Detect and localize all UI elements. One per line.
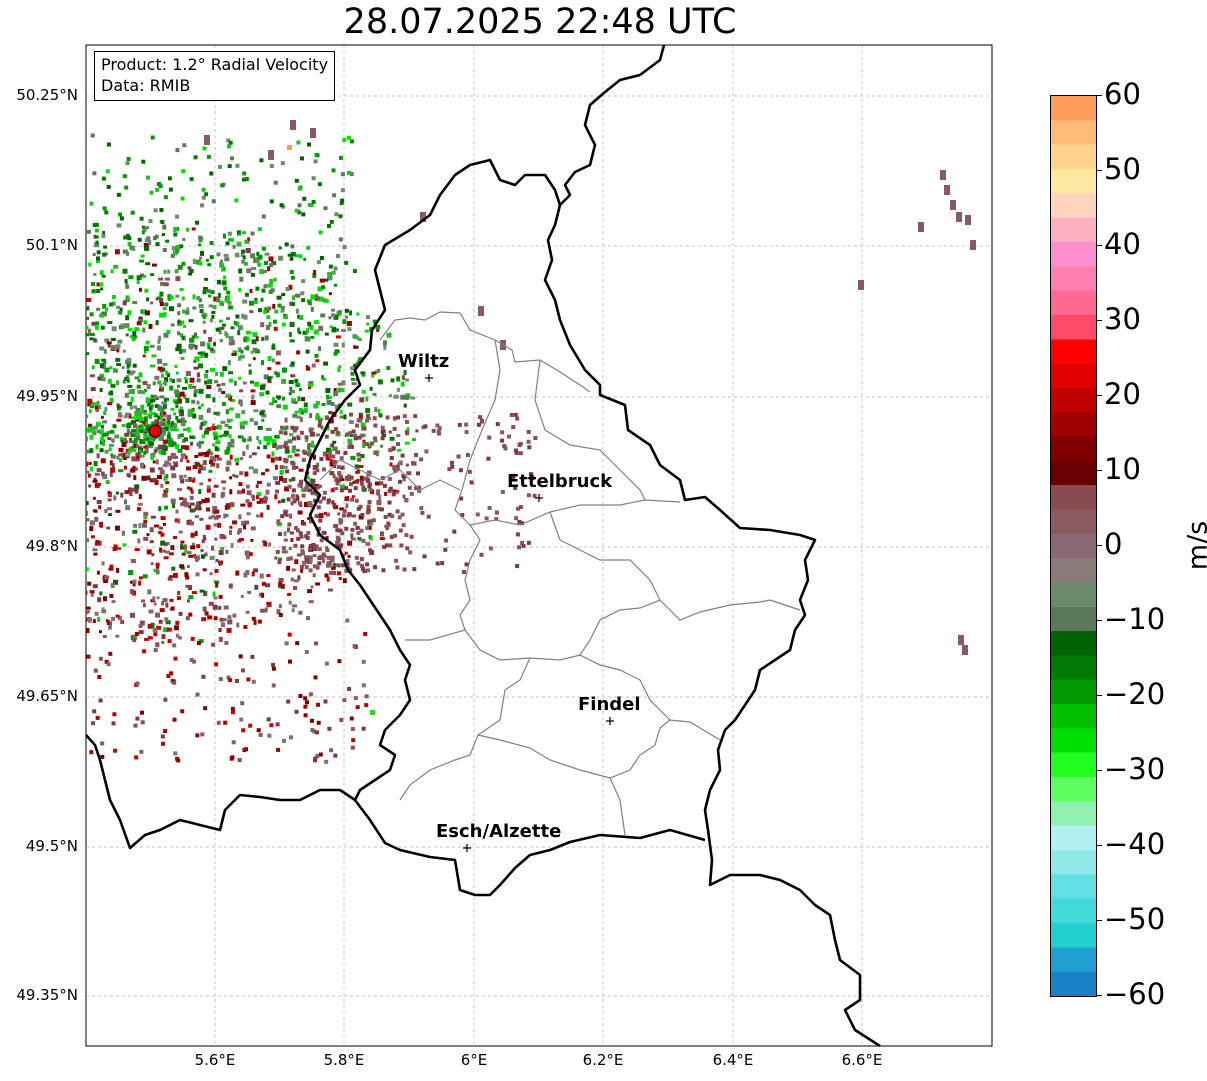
colorbar-tick-mark [1096, 995, 1102, 996]
colorbar-tick-mark [1096, 770, 1102, 771]
colorbar-tick-label: −30 [1104, 752, 1166, 786]
colorbar-tick-mark [1096, 470, 1102, 471]
lat-tick: 49.5°N [25, 837, 78, 855]
city-markers [425, 374, 614, 852]
city-label-ettelbruck: Ettelbruck [507, 471, 613, 492]
colorbar-tick-label: −40 [1104, 827, 1166, 861]
canton-borders [319, 311, 801, 836]
colorbar-tick-label: 0 [1104, 527, 1123, 561]
colorbar-tick-label: 60 [1104, 77, 1141, 111]
radar-echo-layer [86, 120, 976, 764]
map-title: 28.07.2025 22:48 UTC [343, 2, 737, 42]
colorbar-unit-label: m/s [1182, 520, 1207, 571]
colorbar-tick-label: −20 [1104, 677, 1166, 711]
colorbar-tick-mark [1096, 845, 1102, 846]
colorbar-tick-label: 40 [1104, 227, 1141, 261]
lat-tick: 49.65°N [16, 687, 78, 705]
lat-tick: 49.35°N [16, 986, 78, 1004]
lon-tick: 6.4°E [712, 1051, 754, 1069]
colorbar-tick-mark [1096, 545, 1102, 546]
info-product: Product: 1.2° Radial Velocity [101, 55, 329, 74]
ettelbruck-marker-icon [535, 494, 543, 502]
colorbar-tick-mark [1096, 95, 1102, 96]
lon-tick: 6.6°E [841, 1051, 883, 1069]
lat-tick: 50.25°N [16, 86, 78, 104]
info-box: Product: 1.2° Radial Velocity Data: RMIB [94, 51, 336, 101]
colorbar-tick-label: 10 [1104, 452, 1141, 486]
radar-site-marker [148, 424, 162, 438]
colorbar-tick-label: −60 [1104, 977, 1166, 1011]
colorbar-tick-label: 30 [1104, 302, 1141, 336]
info-data: Data: RMIB [101, 76, 191, 95]
lat-tick: 49.95°N [16, 387, 78, 405]
colorbar-tick-label: 20 [1104, 377, 1141, 411]
colorbar-tick-mark [1096, 245, 1102, 246]
findel-marker-icon [606, 717, 614, 725]
lon-tick: 6°E [460, 1051, 488, 1069]
colorbar [1050, 95, 1097, 997]
colorbar-tick-mark [1096, 920, 1102, 921]
colorbar-tick-mark [1096, 170, 1102, 171]
lon-tick: 5.6°E [194, 1051, 236, 1069]
lat-tick: 49.8°N [25, 537, 78, 555]
colorbar-tick-mark [1096, 695, 1102, 696]
wiltz-marker-icon [425, 374, 433, 382]
radar-site-icon [148, 424, 162, 438]
colorbar-tick-label: 50 [1104, 152, 1141, 186]
colorbar-tick-mark [1096, 395, 1102, 396]
lon-tick: 6.2°E [582, 1051, 624, 1069]
city-label-wiltz: Wiltz [398, 351, 450, 372]
esch-marker-icon [463, 844, 471, 852]
city-label-findel: Findel [578, 694, 641, 715]
country-borders [85, 44, 881, 1048]
colorbar-tick-label: −50 [1104, 902, 1166, 936]
colorbar-tick-mark [1096, 320, 1102, 321]
plot-frame [85, 44, 993, 1047]
city-label-esch: Esch/Alzette [436, 821, 562, 842]
lon-tick: 5.8°E [323, 1051, 365, 1069]
colorbar-tick-mark [1096, 620, 1102, 621]
colorbar-tick-label: −10 [1104, 602, 1166, 636]
lat-tick: 50.1°N [25, 236, 78, 254]
